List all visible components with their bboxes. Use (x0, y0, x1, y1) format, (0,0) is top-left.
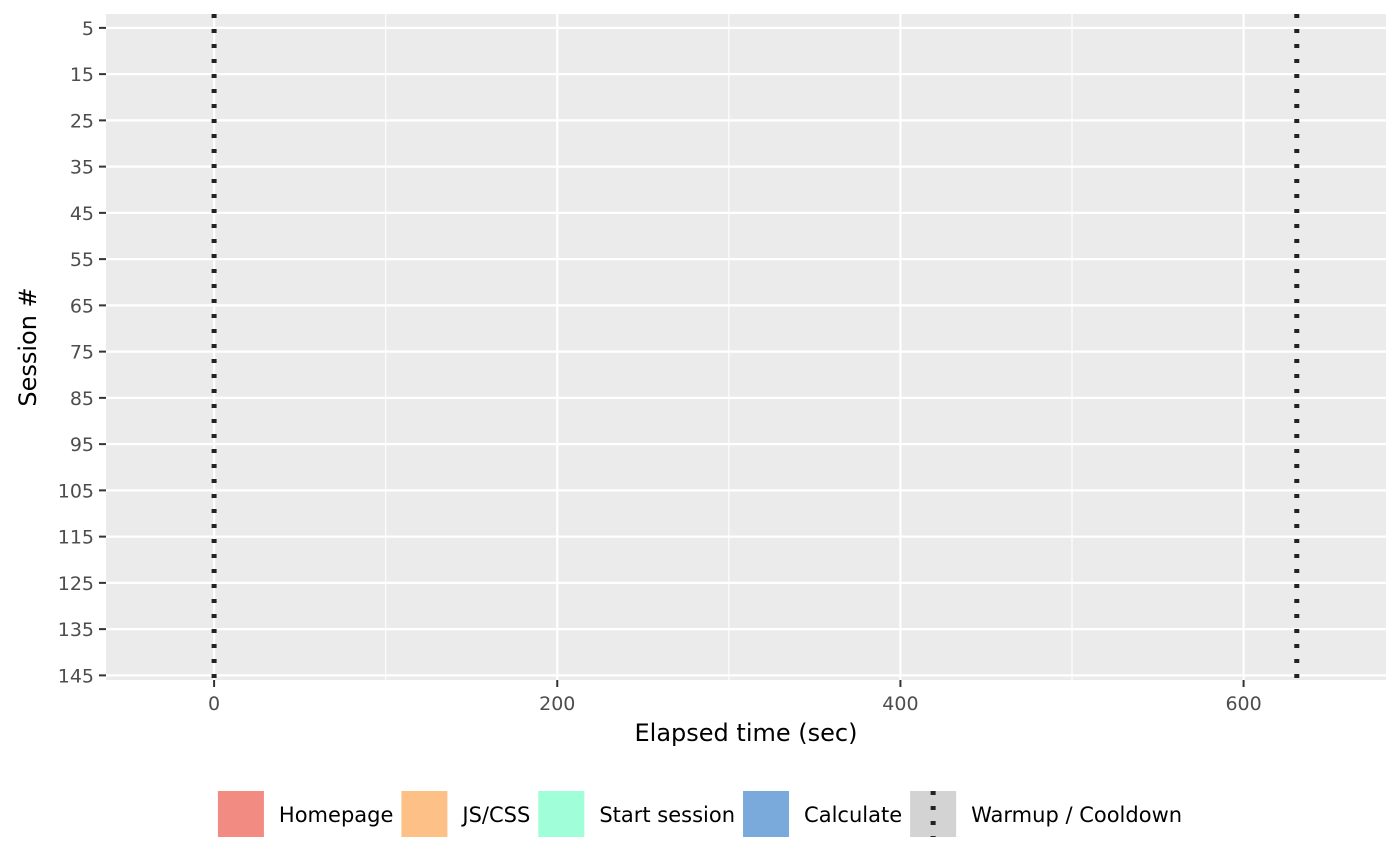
legend-label: JS/CSS (460, 803, 530, 827)
x-tick-label: 0 (208, 693, 220, 715)
y-tick-label: 35 (70, 157, 94, 179)
x-tick-label: 200 (539, 693, 575, 715)
legend-key (910, 791, 957, 837)
legend-key (538, 791, 585, 837)
legend-item: JS/CSS (401, 791, 530, 837)
x-tick-label: 400 (882, 693, 918, 715)
x-axis-title: Elapsed time (sec) (635, 719, 858, 747)
legend-key (743, 791, 790, 837)
legend-item: Calculate (743, 791, 902, 837)
y-tick-label: 85 (70, 388, 94, 410)
legend-label: Warmup / Cooldown (971, 803, 1182, 827)
legend-key (401, 791, 448, 837)
legend-item: Warmup / Cooldown (910, 791, 1182, 837)
y-tick-label: 95 (70, 434, 94, 456)
x-tick-label: 600 (1225, 693, 1261, 715)
x-axis: 0 200 400 600 (208, 680, 1262, 715)
reference-lines (211, 14, 1300, 680)
y-tick-label: 15 (70, 64, 94, 86)
plot-panel (106, 14, 1386, 680)
major-gridlines (106, 14, 1386, 680)
y-tick-label: 125 (58, 573, 94, 595)
legend-item: Homepage (217, 791, 393, 837)
legend-label: Start session (599, 803, 735, 827)
y-tick-label: 25 (70, 110, 94, 132)
y-axis-title: Session # (14, 287, 42, 406)
y-tick-label: 135 (58, 619, 94, 641)
y-tick-label: 145 (58, 665, 94, 687)
y-tick-label: 45 (70, 203, 94, 225)
legend-key (217, 791, 264, 837)
y-tick-label: 55 (70, 249, 94, 271)
y-tick-label: 75 (70, 342, 94, 364)
legend: Homepage JS/CSS Start session Calculate Warm… (217, 791, 1182, 837)
y-tick-label: 5 (82, 18, 94, 40)
legend-item: Start session (538, 791, 735, 837)
legend-label: Calculate (804, 803, 902, 827)
y-axis: 5 15 25 35 45 55 65 75 85 95 105 115 125 135 145 (58, 18, 106, 687)
y-tick-label: 115 (58, 527, 94, 549)
y-tick-label: 65 (70, 295, 94, 317)
y-tick-label: 105 (58, 480, 94, 502)
minor-gridlines (385, 14, 1073, 680)
legend-label: Homepage (279, 803, 393, 827)
